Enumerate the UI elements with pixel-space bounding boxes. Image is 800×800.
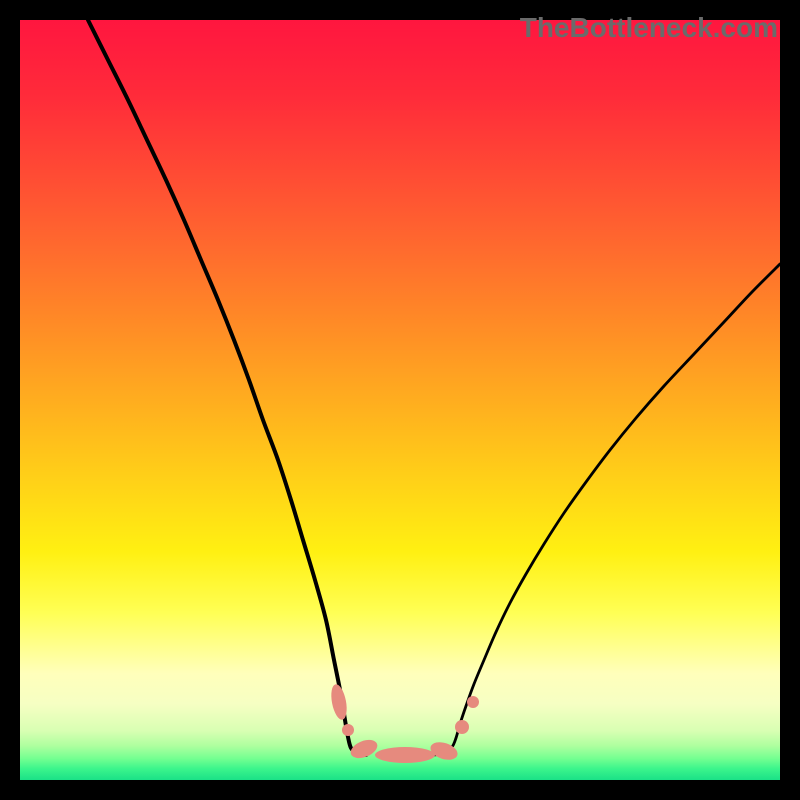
bead-6 <box>467 696 479 708</box>
bead-0 <box>329 683 350 721</box>
bead-3 <box>375 747 435 763</box>
watermark-text: TheBottleneck.com <box>520 12 778 44</box>
bead-5 <box>455 720 469 734</box>
beads-accent <box>0 0 800 800</box>
bead-2 <box>348 736 380 761</box>
bead-1 <box>342 724 354 736</box>
bead-4 <box>428 739 460 763</box>
